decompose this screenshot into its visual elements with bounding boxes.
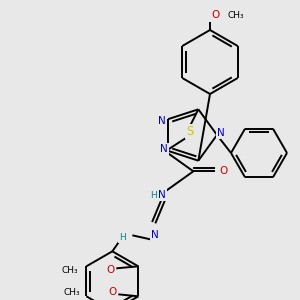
Text: O: O	[108, 287, 116, 297]
Text: N: N	[160, 144, 168, 154]
Text: N: N	[217, 128, 225, 138]
Text: O: O	[106, 265, 114, 275]
Text: O: O	[212, 10, 220, 20]
Text: CH₃: CH₃	[62, 266, 78, 275]
Text: H: H	[119, 233, 126, 242]
Text: H: H	[150, 191, 157, 200]
Text: CH₃: CH₃	[228, 11, 244, 20]
Text: CH₃: CH₃	[64, 288, 80, 297]
Text: N: N	[158, 190, 166, 200]
Text: O: O	[219, 166, 227, 176]
Text: N: N	[158, 116, 166, 126]
Text: S: S	[187, 125, 194, 138]
Text: N: N	[152, 230, 159, 240]
